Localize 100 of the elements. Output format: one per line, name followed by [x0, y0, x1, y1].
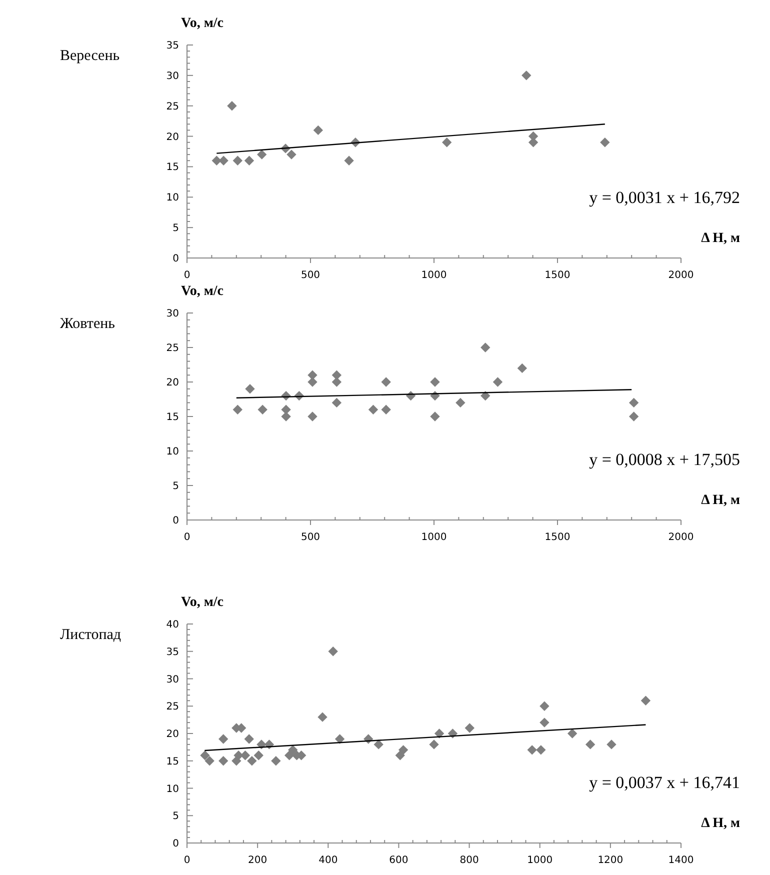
point	[517, 363, 528, 374]
point	[328, 646, 338, 656]
point	[232, 404, 242, 414]
x-tick-label: 1000	[527, 855, 553, 866]
x-axis-title: Δ H, м	[701, 231, 740, 246]
point	[308, 377, 318, 387]
annotation: y = 0,0031 x + 16,792	[589, 188, 740, 207]
x-tick-label: 1500	[544, 270, 570, 281]
point	[381, 377, 391, 387]
point	[334, 734, 345, 744]
point	[218, 156, 228, 166]
x-tick-label: 200	[248, 855, 268, 866]
point	[218, 734, 228, 744]
y-axis-title: Vo, м/с	[181, 595, 224, 610]
x-axis-title: Δ H, м	[701, 816, 740, 831]
point	[381, 404, 391, 414]
y-tick-label: 30	[166, 674, 179, 686]
x-tick-label: 1200	[598, 855, 624, 866]
y-tick-label: 25	[166, 101, 179, 112]
point	[332, 370, 342, 380]
point	[640, 696, 651, 706]
point	[256, 150, 267, 160]
point	[395, 750, 405, 760]
point	[536, 745, 546, 755]
point	[286, 150, 296, 160]
x-tick-label: 1000	[421, 532, 447, 543]
point	[606, 740, 616, 750]
y-tick-label: 10	[166, 192, 179, 204]
point	[434, 728, 444, 738]
point	[429, 740, 439, 750]
point	[442, 138, 452, 148]
x-tick-label: 0	[184, 270, 190, 281]
point	[567, 728, 578, 738]
point	[456, 398, 466, 408]
point	[480, 342, 490, 352]
y-tick-label: 0	[172, 254, 179, 264]
point	[232, 156, 242, 166]
y-tick-label: 10	[166, 446, 179, 458]
point	[540, 718, 550, 728]
x-tick-label: 2000	[668, 532, 694, 543]
point	[200, 750, 210, 760]
point	[527, 745, 537, 755]
chart-title: Листопад	[60, 627, 122, 643]
point	[374, 740, 384, 750]
y-tick-label: 15	[166, 412, 179, 423]
y-tick-label: 5	[172, 223, 179, 234]
y-tick-label: 40	[166, 620, 179, 630]
chart-title: Вересень	[60, 48, 120, 64]
x-tick-label: 600	[389, 855, 408, 866]
y-tick-label: 30	[166, 308, 179, 320]
x-tick-label: 1000	[421, 270, 447, 281]
point	[244, 156, 254, 166]
annotation: y = 0,0037 x + 16,741	[589, 773, 740, 792]
point	[522, 70, 532, 80]
x-tick-label: 2000	[668, 270, 694, 281]
point	[398, 745, 408, 755]
x-axis-title: Δ H, м	[701, 493, 740, 508]
y-tick-label: 20	[166, 729, 179, 740]
point	[628, 398, 639, 408]
point	[244, 734, 254, 744]
point	[332, 398, 342, 408]
point	[258, 404, 268, 414]
y-tick-label: 35	[166, 40, 179, 52]
x-tick-label: 800	[460, 855, 479, 866]
y-tick-label: 0	[172, 516, 179, 526]
point	[628, 412, 639, 422]
point	[288, 745, 298, 755]
point	[308, 412, 318, 422]
point	[318, 712, 328, 722]
y-tick-label: 20	[166, 132, 179, 143]
y-tick-label: 15	[166, 162, 179, 174]
x-tick-label: 1400	[668, 855, 694, 866]
x-tick-label: 500	[300, 270, 320, 281]
annotation: y = 0,0008 x + 17,505	[589, 450, 740, 469]
point	[464, 723, 474, 733]
y-axis-title: Vo, м/с	[181, 16, 224, 31]
chart-title: Жовтень	[60, 316, 116, 332]
point	[332, 377, 342, 387]
x-tick-label: 0	[184, 855, 190, 866]
y-tick-label: 25	[166, 343, 179, 354]
point	[313, 125, 324, 136]
y-tick-label: 20	[166, 378, 179, 388]
x-tick-label: 0	[184, 532, 190, 543]
y-tick-label: 25	[166, 702, 179, 713]
y-tick-label: 5	[172, 811, 179, 822]
point	[600, 138, 610, 148]
x-tick-label: 500	[300, 532, 320, 543]
point	[227, 101, 237, 111]
y-axis-title: Vo, м/с	[181, 284, 224, 299]
y-tick-label: 0	[172, 838, 179, 850]
point	[218, 756, 228, 766]
x-tick-label: 1500	[544, 532, 570, 543]
x-tick-label: 400	[318, 855, 338, 866]
point	[212, 156, 222, 166]
point	[284, 750, 294, 760]
point	[344, 156, 354, 166]
point	[430, 412, 440, 422]
y-tick-label: 35	[166, 646, 179, 658]
point	[240, 750, 250, 760]
y-tick-label: 15	[166, 756, 179, 768]
